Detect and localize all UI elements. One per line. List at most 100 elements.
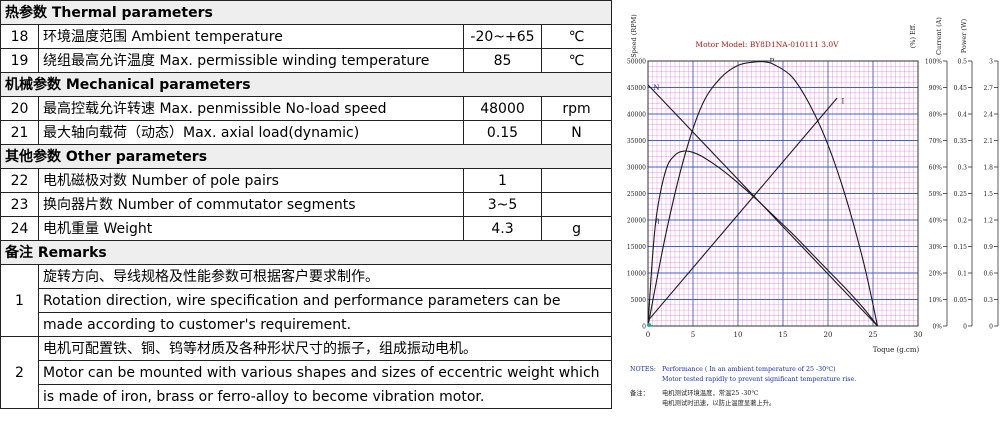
section-header-remarks: 备注 Remarks — [0, 240, 613, 265]
y-tick-label: 0.1 — [957, 271, 967, 278]
row-description: 绕组最高允许温度 Max. permissible winding temper… — [38, 48, 464, 73]
row-unit: N — [540, 120, 613, 145]
section-header-mechanical: 机械参数 Mechanical parameters — [0, 72, 613, 97]
x-tick-label: 10 — [734, 331, 743, 339]
parameter-table: 热参数 Thermal parameters 18 环境温度范围 Ambient… — [0, 0, 613, 409]
remark-row: 2 电机可配置铁、铜、钨等材质及各种形状尺寸的振子，组成振动电机。 — [0, 336, 613, 409]
row-unit: ℃ — [540, 48, 613, 73]
row-unit — [540, 168, 613, 193]
y-tick-label: 15000 — [627, 244, 646, 251]
row-value: 1 — [463, 168, 542, 193]
notes-line: Motor tested rapidly to prevent signific… — [662, 376, 856, 383]
row-value: 85 — [463, 48, 542, 73]
x-tick-label: 25 — [869, 331, 878, 339]
section-title: 机械参数 Mechanical parameters — [0, 72, 613, 97]
series-line-P — [647, 60, 879, 327]
remark-number: 1 — [0, 264, 39, 337]
y-tick-label: 0.6 — [983, 271, 993, 278]
row-unit: g — [540, 216, 613, 241]
y-tick-label: 0.3 — [983, 297, 993, 304]
y-axis-label: Power (W) — [960, 18, 968, 53]
x-tick-label: 30 — [914, 331, 923, 339]
y-tick-label: 0.35 — [954, 138, 968, 145]
y-tick-label: 3 — [989, 59, 993, 66]
notes-line-zh: 电机测试环境温度，常温25 -30℃ — [662, 388, 758, 397]
y-tick-label: 0 — [963, 324, 967, 331]
remark-line: 电机可配置铁、铜、钨等材质及各种形状尺寸的振子，组成振动电机。 — [37, 336, 613, 361]
y-tick-label: 2.7 — [983, 85, 993, 92]
table-row: 22 电机磁极对数 Number of pole pairs 1 — [0, 168, 613, 193]
remark-row: 1 旋转方向、导线规格及性能参数可根据客户要求制作。 — [0, 264, 613, 337]
y-tick-label: 100% — [925, 59, 942, 66]
x-tick-label: 15 — [779, 331, 788, 339]
row-value: 0.15 — [463, 120, 542, 145]
y-tick-label: 50000 — [627, 59, 646, 66]
row-number: 24 — [0, 216, 39, 241]
y-tick-label: 1.8 — [983, 165, 993, 172]
section-title: 备注 Remarks — [0, 240, 613, 265]
row-value: 4.3 — [463, 216, 542, 241]
row-description: 环境温度范围 Ambient temperature — [38, 24, 464, 49]
row-number: 23 — [0, 192, 39, 217]
y-tick-label: 2.1 — [983, 138, 993, 145]
remark-line: Motor can be mounted with various shapes… — [37, 360, 613, 385]
y-axis-label: Current (A) — [935, 17, 943, 55]
motor-performance-chart-panel: Motor Model: BY8D1NA-010111 3.0V 0 5 10 15 20… — [614, 0, 1000, 424]
row-value: -20~+65 — [463, 24, 542, 49]
section-title: 热参数 Thermal parameters — [0, 0, 613, 25]
y-tick-label: 0.9 — [983, 244, 993, 251]
origin-marker — [647, 323, 651, 327]
y-tick-label: 25000 — [627, 191, 646, 198]
y-tick-label: 45000 — [627, 85, 646, 92]
row-unit: rpm — [540, 96, 613, 121]
row-number: 19 — [0, 48, 39, 73]
y-tick-label: 30000 — [627, 165, 646, 172]
x-tick-label: 0 — [646, 331, 650, 339]
table-row: 20 最高控载允许转速 Max. penmissible No-load spe… — [0, 96, 613, 121]
y-axis-label: Speed (RPM) — [630, 14, 638, 58]
y-axis-label: (%) Eff. — [909, 24, 917, 49]
y-tick-label: 0.4 — [957, 112, 967, 119]
y-tick-label: 2.4 — [983, 112, 993, 119]
series-line-I — [647, 97, 838, 322]
chart-title: Motor Model: BY8D1NA-010111 3.0V — [695, 40, 839, 49]
series-line-η — [647, 150, 878, 327]
series-label: η — [655, 217, 659, 225]
y-tick-label: 0.2 — [957, 218, 967, 225]
x-axis-label: Toque (g.cm) — [873, 346, 920, 354]
series-label: I — [842, 97, 845, 105]
y-tick-label: 1.2 — [983, 218, 993, 225]
y-tick-label: 0.45 — [954, 85, 968, 92]
remark-row: Motor can be mounted with various shapes… — [1, 360, 613, 385]
row-number: 20 — [0, 96, 39, 121]
table-row: 21 最大轴向载荷（动态）Max. axial load(dynamic) 0.… — [0, 120, 613, 145]
y-tick-label: 0.05 — [954, 297, 968, 304]
y-tick-label: 0% — [932, 324, 942, 331]
y-tick-label: 1.5 — [983, 191, 993, 198]
y-tick-label: 5000 — [631, 297, 646, 304]
y-tick-label: 0.15 — [954, 244, 968, 251]
remark-number: 2 — [0, 336, 39, 409]
plot-frame — [647, 60, 919, 327]
y-tick-label: 60% — [929, 165, 943, 172]
row-unit — [540, 192, 613, 217]
y-tick-label: 40000 — [627, 112, 646, 119]
row-value: 3~5 — [463, 192, 542, 217]
y-tick-label: 30% — [929, 244, 943, 251]
x-tick-label: 20 — [824, 331, 833, 339]
series-label: N — [653, 84, 659, 92]
row-value: 48000 — [463, 96, 542, 121]
y-tick-label: 10000 — [627, 271, 646, 278]
y-tick-label: 70% — [929, 138, 943, 145]
row-number: 22 — [0, 168, 39, 193]
section-title: 其他参数 Other parameters — [0, 144, 613, 169]
remark-row: made according to customer's requirement… — [1, 312, 613, 337]
table-row: 19 绕组最高允许温度 Max. permissible winding tem… — [0, 48, 613, 73]
notes-line-zh: 电机测试时迅速，以防止温度显著上升。 — [662, 398, 775, 407]
row-description: 电机磁极对数 Number of pole pairs — [38, 168, 464, 193]
y-tick-label: 0.25 — [954, 191, 968, 198]
y-tick-label: 50% — [929, 191, 943, 198]
remark-row: is made of iron, brass or ferro-alloy to… — [1, 384, 613, 409]
y-tick-label: 0.5 — [957, 59, 967, 66]
y-tick-label: 40% — [929, 218, 943, 225]
